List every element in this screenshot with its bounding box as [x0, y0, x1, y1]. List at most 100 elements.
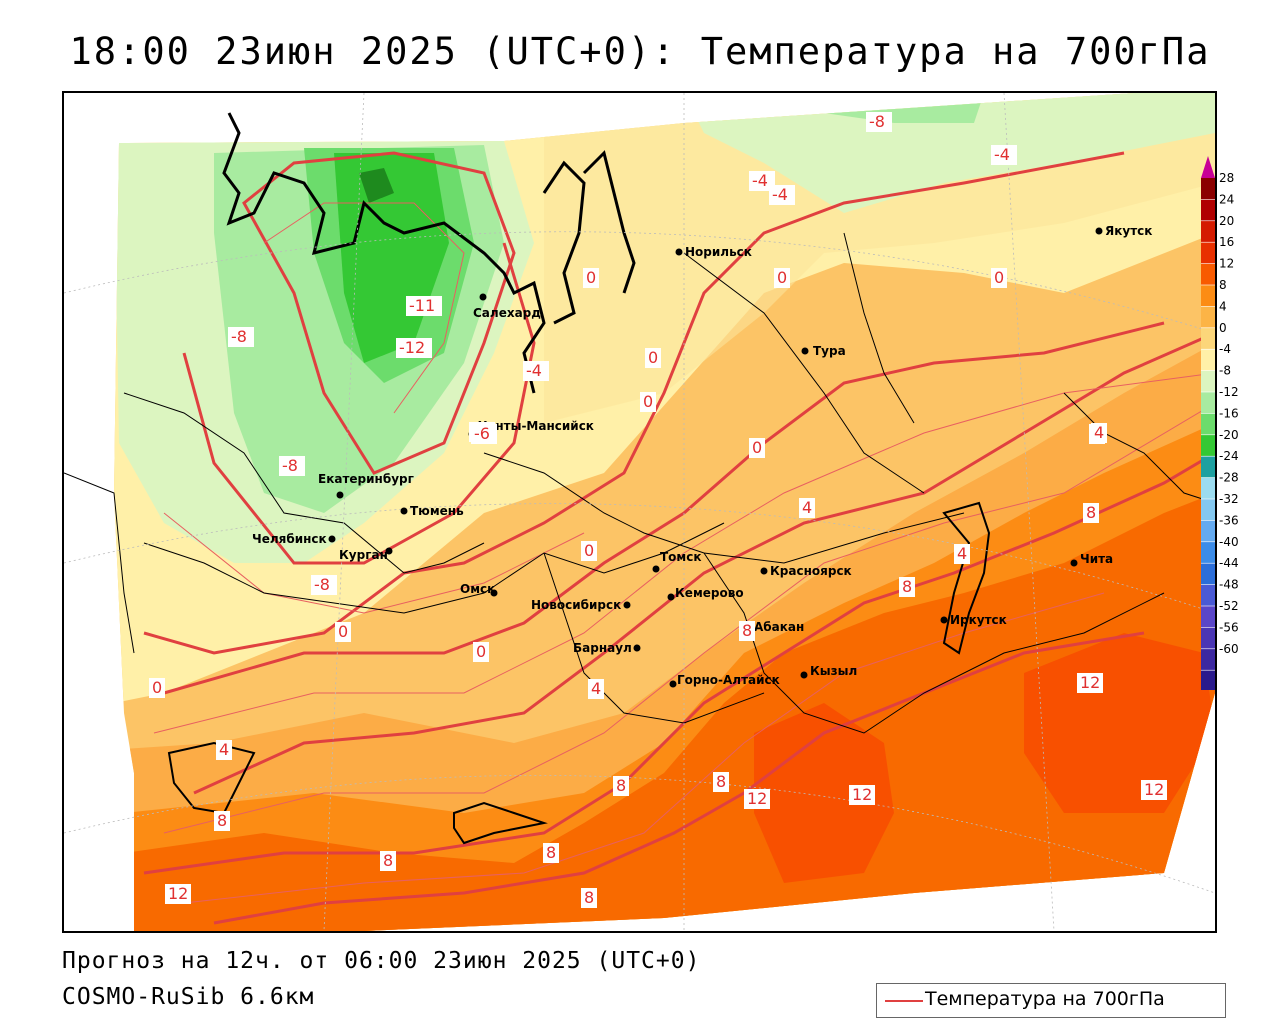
city-dot: [800, 671, 808, 679]
isotherm-label: 8: [899, 577, 915, 597]
isotherm-value: 0: [777, 268, 787, 287]
city-label: Красноярск: [770, 564, 852, 578]
city-label: Курган: [339, 548, 388, 562]
isotherm-label: -8: [311, 575, 337, 595]
colorbar-segment: [1201, 392, 1215, 414]
city-dot: [328, 535, 336, 543]
isotherm-label: 4: [1091, 423, 1107, 443]
isotherm-value: -8: [869, 112, 885, 131]
isotherm-label-bg: [645, 348, 661, 368]
isotherm-label: 12: [1141, 780, 1167, 800]
forecast-info: Прогноз на 12ч. от 06:00 23июн 2025 (UTC…: [62, 948, 701, 974]
colorbar-segment: [1201, 178, 1215, 200]
isotherm-label: 4: [799, 498, 815, 518]
isotherm-value: 0: [476, 642, 486, 661]
isotherm-label: -6: [471, 424, 497, 444]
isotherm-label-bg: [380, 851, 396, 871]
colorbar-tick-label: -36: [1219, 513, 1239, 527]
isotherm-label: 8: [214, 811, 230, 831]
isotherm-label-bg: [588, 679, 604, 699]
city-label: Ханты-Мансийск: [478, 419, 594, 433]
colorbar-tick-label: -48: [1219, 578, 1239, 592]
colorbar-segment: [1201, 541, 1215, 564]
isotherm-value: 8: [742, 621, 752, 640]
isotherm-label: 8: [380, 851, 396, 871]
city-label: Салехард: [473, 306, 541, 320]
legend-label: Температура на 700гПа: [925, 988, 1165, 1010]
isotherm-label: -4: [991, 145, 1017, 165]
city-label: Кемерово: [675, 586, 744, 600]
isotherm-label: 4: [588, 679, 604, 699]
colorbar-segment: [1201, 456, 1215, 479]
city-label: Новосибирск: [531, 598, 621, 612]
colorbar-segment: [1201, 285, 1215, 307]
isotherm-label-bg: [216, 740, 232, 760]
colorbar-tick-label: -60: [1219, 642, 1239, 656]
isotherm-value: -12: [399, 338, 425, 357]
colorbar-tick-label: -8: [1219, 364, 1231, 378]
temperature-colorbar: 28 24 20 16 12 8 4 0 -4 -8 -12 -16 -20 -24 -28 -32 -36 -4…: [1199, 156, 1279, 714]
isotherm-label: 4: [216, 740, 232, 760]
forecast-map[interactable]: Норильск Якутск Салехард Тура Ханты-Мансийск…: [62, 91, 1217, 933]
isotherm-value: 8: [546, 843, 556, 862]
isotherm-label-bg: [799, 498, 815, 518]
isotherm-label: -4: [769, 185, 795, 205]
city-dot: [652, 565, 660, 573]
isotherm-value: 8: [584, 888, 594, 907]
city-marker: Иркутск: [940, 613, 1007, 627]
city-dot: [633, 644, 641, 652]
isotherm-label-bg: [640, 392, 656, 412]
colorbar-top-arrow: [1201, 156, 1215, 178]
city-marker: Томск: [652, 550, 702, 573]
colorbar-segment: [1201, 413, 1215, 436]
colorbar-segment: [1201, 349, 1215, 372]
city-marker: Кызыл: [800, 664, 857, 679]
isotherm-label-bg: [279, 456, 305, 476]
city-label: Кызыл: [810, 664, 857, 678]
isotherm-value: 0: [338, 622, 348, 641]
isotherm-label: -4: [749, 171, 775, 191]
colorbar-tick-label: 12: [1219, 257, 1234, 271]
colorbar-segment: [1201, 606, 1215, 628]
isotherm-label: 0: [640, 392, 656, 412]
model-name: COSMO-RuSib 6.6км: [62, 984, 315, 1010]
isotherm-label: 0: [749, 438, 765, 458]
isotherm-label: 8: [713, 772, 729, 792]
city-label: Абакан: [754, 620, 804, 634]
colorbar-tick-label: 28: [1219, 171, 1234, 185]
isotherm-label: 8: [739, 621, 755, 641]
isotherm-label: 0: [149, 678, 165, 698]
city-label: Барнаул: [573, 641, 632, 655]
city-label: Тура: [813, 344, 846, 358]
city-dot: [623, 601, 631, 609]
city-dot: [940, 616, 948, 624]
isotherm-value: -4: [526, 361, 542, 380]
isotherm-label-bg: [228, 327, 254, 347]
isotherm-label-bg: [406, 296, 442, 316]
isotherm-value: 8: [716, 772, 726, 791]
colorbar-segment: [1201, 563, 1215, 586]
legend-line-swatch: [885, 1000, 923, 1002]
isotherm-value: -4: [772, 185, 788, 204]
isotherm-value: 0: [584, 541, 594, 560]
isotherm-label: 12: [849, 785, 875, 805]
isotherm-label-bg: [749, 438, 765, 458]
isotherm-value: 0: [752, 438, 762, 457]
colorbar-segment: [1201, 520, 1215, 543]
colorbar-tick-label: -44: [1219, 556, 1239, 570]
isotherm-label-bg: [899, 577, 915, 597]
isotherm-label-bg: [769, 185, 795, 205]
city-label: Чита: [1080, 552, 1113, 566]
isotherm-value: -8: [314, 575, 330, 594]
isotherm-label: -12: [396, 338, 432, 358]
city-marker: Омск: [460, 582, 498, 597]
isotherm-label-bg: [583, 268, 599, 288]
isotherm-value: -11: [409, 296, 435, 315]
colorbar-segment: [1201, 242, 1215, 265]
isotherm-label-bg: [473, 642, 489, 662]
city-dot: [675, 248, 683, 256]
isotherm-value: 8: [902, 577, 912, 596]
colorbar-segment: [1201, 477, 1215, 500]
city-marker: Горно-Алтайск: [669, 673, 780, 688]
colorbar-tick-label: -32: [1219, 492, 1239, 506]
